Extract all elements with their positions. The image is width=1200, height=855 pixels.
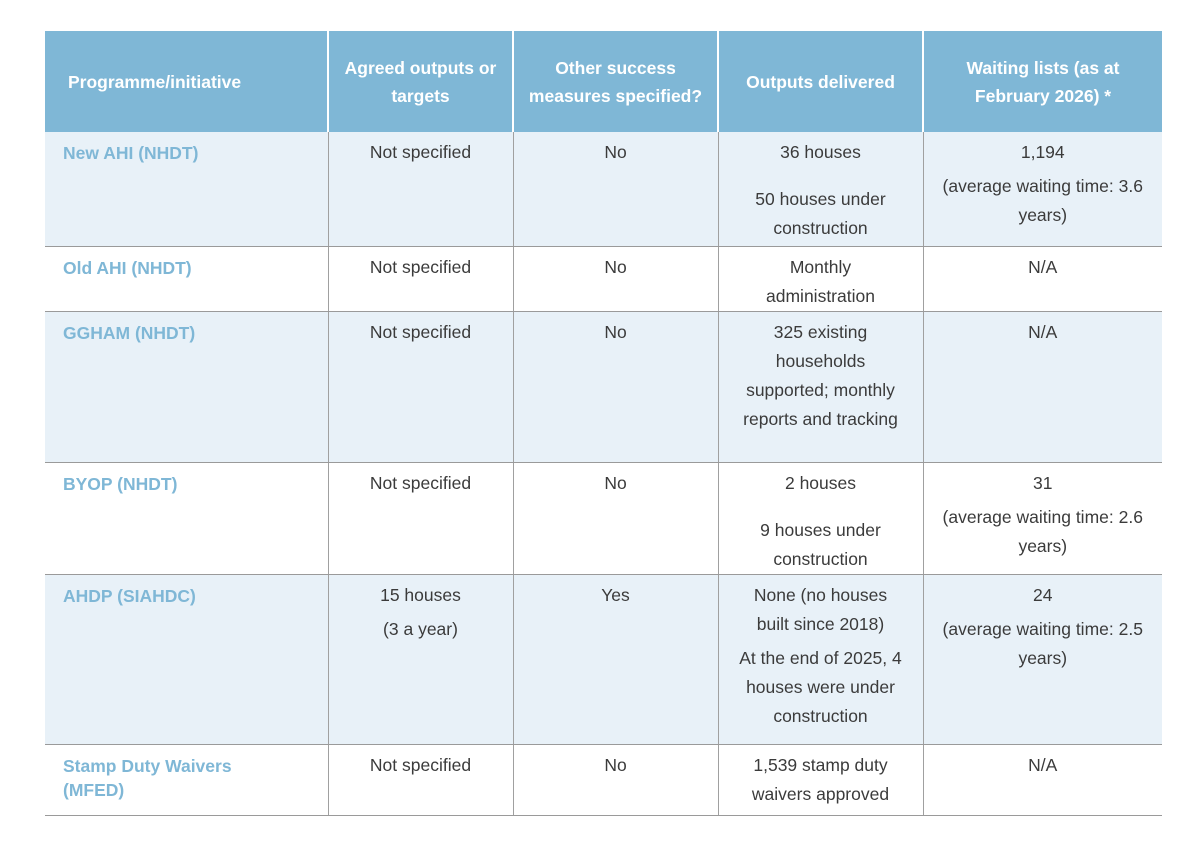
- targets-line: 15 houses: [380, 584, 461, 605]
- measures-cell: Yes: [512, 574, 718, 745]
- targets-cell: 15 houses (3 a year): [327, 574, 513, 745]
- table-row: Old AHI (NHDT) Not specified No Monthly …: [45, 246, 1162, 312]
- measures-cell: No: [512, 462, 718, 575]
- outputs-line: Monthly administration: [766, 256, 875, 306]
- table-container: Programme/initiative Agreed outputs or t…: [45, 31, 1162, 816]
- waiting-cell: 24 (average waiting time: 2.5 years): [922, 574, 1162, 745]
- header-waiting: Waiting lists (as at February 2026) *: [922, 31, 1162, 132]
- targets-line: Not specified: [369, 142, 472, 162]
- header-measures: Other success measures specified?: [512, 31, 718, 132]
- targets-cell: Not specified: [327, 744, 513, 816]
- header-row: Programme/initiative Agreed outputs or t…: [45, 31, 1162, 132]
- measures-cell: No: [512, 311, 718, 463]
- header-outputs: Outputs delivered: [717, 31, 923, 132]
- outputs-line: 36 houses: [780, 142, 861, 162]
- outputs-line: 9 houses under construction: [760, 519, 881, 569]
- waiting-count: 24: [1033, 584, 1053, 605]
- programme-cell: AHDP (SIAHDC): [45, 574, 328, 745]
- table-row: New AHI (NHDT) Not specified No 36 house…: [45, 132, 1162, 247]
- targets-line: Not specified: [369, 256, 472, 277]
- table-row: Stamp Duty Waivers (MFED) Not specified …: [45, 744, 1162, 816]
- waiting-count: N/A: [1028, 256, 1058, 277]
- waiting-cell: 31 (average waiting time: 2.6 years): [922, 462, 1162, 575]
- targets-cell: Not specified: [327, 311, 513, 463]
- measures-cell: No: [512, 744, 718, 816]
- header-programme: Programme/initiative: [45, 31, 328, 132]
- targets-cell: Not specified: [327, 246, 513, 312]
- table-row: AHDP (SIAHDC) 15 houses (3 a year) Yes N…: [45, 574, 1162, 745]
- programme-outputs-table: Programme/initiative Agreed outputs or t…: [45, 31, 1162, 816]
- waiting-cell: N/A: [922, 246, 1162, 312]
- targets-line: Not specified: [369, 472, 472, 493]
- programme-cell: BYOP (NHDT): [45, 462, 328, 575]
- outputs-line: 325 existing households supported; month…: [743, 321, 898, 429]
- outputs-cell: Monthly administration: [717, 246, 923, 312]
- waiting-count: N/A: [1028, 321, 1058, 342]
- table-body: New AHI (NHDT) Not specified No 36 house…: [45, 132, 1162, 816]
- outputs-line: At the end of 2025, 4 houses were under …: [739, 647, 902, 726]
- table-row: BYOP (NHDT) Not specified No 2 houses 9 …: [45, 462, 1162, 575]
- targets-cell: Not specified: [327, 462, 513, 575]
- outputs-cell: 36 houses 50 houses under construction: [717, 132, 923, 247]
- waiting-count: 31: [1033, 472, 1053, 493]
- waiting-count: N/A: [1028, 754, 1058, 775]
- header-targets: Agreed outputs or targets: [327, 31, 513, 132]
- table-row: GGHAM (NHDT) Not specified No 325 existi…: [45, 311, 1162, 463]
- outputs-line: 1,539 stamp duty waivers approved: [751, 754, 890, 804]
- measures-cell: No: [512, 132, 718, 247]
- table-header: Programme/initiative Agreed outputs or t…: [45, 31, 1162, 132]
- waiting-time: (average waiting time: 2.5 years): [942, 618, 1143, 668]
- waiting-cell: N/A: [922, 744, 1162, 816]
- outputs-cell: 1,539 stamp duty waivers approved: [717, 744, 923, 816]
- outputs-cell: 2 houses 9 houses under construction: [717, 462, 923, 575]
- targets-line: (3 a year): [383, 618, 458, 639]
- measures-cell: No: [512, 246, 718, 312]
- waiting-cell: 1,194 (average waiting time: 3.6 years): [922, 132, 1162, 247]
- programme-cell: Stamp Duty Waivers (MFED): [45, 744, 328, 816]
- targets-line: Not specified: [369, 754, 472, 775]
- waiting-cell: N/A: [922, 311, 1162, 463]
- outputs-line: 50 houses under construction: [755, 189, 886, 238]
- programme-cell: GGHAM (NHDT): [45, 311, 328, 463]
- targets-line: Not specified: [369, 321, 472, 342]
- outputs-line: None (no houses built since 2018): [753, 584, 888, 634]
- waiting-time: (average waiting time: 2.6 years): [942, 506, 1143, 556]
- programme-cell: New AHI (NHDT): [45, 132, 328, 247]
- outputs-line: 2 houses: [784, 472, 857, 493]
- waiting-time: (average waiting time: 3.6 years): [942, 176, 1143, 225]
- outputs-cell: 325 existing households supported; month…: [717, 311, 923, 463]
- outputs-cell: None (no houses built since 2018) At the…: [717, 574, 923, 745]
- programme-cell: Old AHI (NHDT): [45, 246, 328, 312]
- waiting-count: 1,194: [1020, 142, 1065, 162]
- targets-cell: Not specified: [327, 132, 513, 247]
